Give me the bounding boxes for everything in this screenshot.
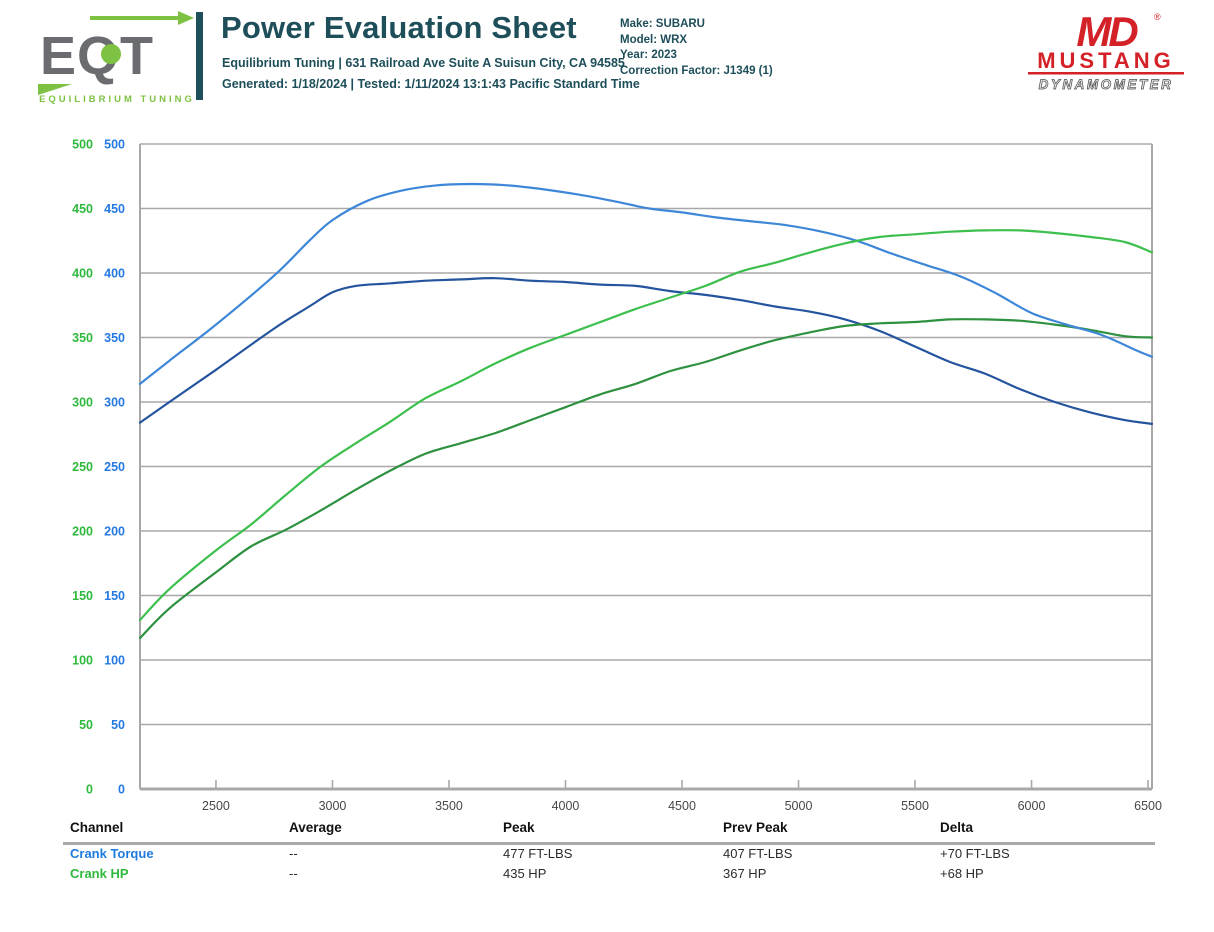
y-label-hp-0: 0	[86, 783, 93, 797]
mustang-dynamometer-logo: MD ® MUSTANG DYNAMOMETER	[1028, 8, 1184, 92]
dyno-chart: 0 0 50 50 100 100 150 150 200 200 250 250 300 300 350 3…	[60, 138, 1164, 828]
y-label-torque-200: 200	[104, 525, 125, 539]
md-name: MUSTANG	[1037, 48, 1175, 73]
x-label-3000: 3000	[319, 799, 347, 813]
eqt-tagline: EQUILIBRIUM TUNING	[39, 94, 195, 105]
table-row: Crank HP -- 435 HP 367 HP +68 HP	[0, 866, 1214, 884]
curve-crank-hp-prev-run	[138, 318, 1154, 640]
table-row: Crank Torque -- 477 FT-LBS 407 FT-LBS +7…	[0, 846, 1214, 864]
x-label-5000: 5000	[785, 799, 813, 813]
summary-table-header: Channel Average Peak Prev Peak Delta	[0, 820, 1214, 838]
curve-crank-hp	[138, 229, 1154, 622]
col-header-average: Average	[289, 820, 342, 835]
y-label-torque-400: 400	[104, 267, 125, 281]
torque-prev-peak: 407 FT-LBS	[723, 846, 793, 861]
md-registered-mark: ®	[1154, 12, 1161, 22]
vehicle-model: Model: WRX	[620, 33, 688, 46]
x-label-5500: 5500	[901, 799, 929, 813]
torque-delta: +70 FT-LBS	[940, 846, 1010, 861]
y-label-hp-150: 150	[72, 589, 93, 603]
y-label-hp-250: 250	[72, 460, 93, 474]
generated-tested-line: Generated: 1/18/2024 | Tested: 1/11/2024…	[222, 77, 640, 91]
torque-peak: 477 FT-LBS	[503, 846, 573, 861]
eqt-arrowhead-icon	[178, 11, 194, 25]
curve-crank-torque	[138, 182, 1154, 385]
header-divider-bar	[196, 12, 203, 100]
hp-delta: +68 HP	[940, 866, 984, 881]
col-header-prevpeak: Prev Peak	[723, 820, 788, 835]
md-sub-name: DYNAMOMETER	[1039, 77, 1174, 92]
x-label-4500: 4500	[668, 799, 696, 813]
y-label-hp-350: 350	[72, 331, 93, 345]
vehicle-make: Make: SUBARU	[620, 18, 705, 30]
eqt-dot-icon	[101, 44, 121, 64]
y-label-hp-500: 500	[72, 138, 93, 152]
shop-address-line: Equilibrium Tuning | 631 Railroad Ave Su…	[222, 56, 625, 70]
y-label-hp-300: 300	[72, 396, 93, 410]
y-label-torque-50: 50	[111, 718, 125, 732]
md-underline	[1028, 72, 1184, 75]
summary-table: Channel Average Peak Prev Peak Delta Cra…	[0, 818, 1214, 898]
y-label-torque-450: 450	[104, 202, 125, 216]
y-label-torque-500: 500	[104, 138, 125, 152]
x-label-2500: 2500	[202, 799, 230, 813]
vehicle-info: Make: SUBARU Model: WRX Year: 2023 Corre…	[620, 17, 773, 79]
y-label-torque-0: 0	[118, 783, 125, 797]
col-header-channel: Channel	[70, 820, 124, 835]
hp-peak: 435 HP	[503, 866, 547, 881]
y-label-hp-100: 100	[72, 654, 93, 668]
y-label-torque-250: 250	[104, 460, 125, 474]
channel-crank-torque: Crank Torque	[70, 846, 154, 861]
x-label-3500: 3500	[435, 799, 463, 813]
page-title: Power Evaluation Sheet	[221, 10, 577, 45]
y-label-torque-100: 100	[104, 654, 125, 668]
x-label-4000: 4000	[552, 799, 580, 813]
eqt-logo: EQT EQUILIBRIUM TUNING	[38, 11, 195, 105]
channel-crank-hp: Crank HP	[70, 866, 129, 881]
curve-crank-torque-prev-run	[138, 277, 1154, 425]
eqt-wedge-icon	[38, 84, 72, 95]
vehicle-year: Year: 2023	[620, 49, 677, 61]
y-label-hp-400: 400	[72, 267, 93, 281]
eqt-monogram: EQT	[40, 26, 154, 86]
x-label-6500: 6500	[1134, 799, 1162, 813]
correction-factor: Correction Factor: J1349 (1)	[620, 64, 773, 77]
hp-average: --	[289, 866, 298, 881]
torque-average: --	[289, 846, 298, 861]
hp-prev-peak: 367 HP	[723, 866, 767, 881]
y-label-hp-450: 450	[72, 202, 93, 216]
table-header-rule	[63, 842, 1155, 845]
y-label-torque-350: 350	[104, 331, 125, 345]
dyno-chart-svg: 0 0 50 50 100 100 150 150 200 200 250 250 300 300 350 3…	[72, 138, 1162, 814]
y-label-torque-150: 150	[104, 589, 125, 603]
y-label-hp-200: 200	[72, 525, 93, 539]
x-label-6000: 6000	[1018, 799, 1046, 813]
col-header-peak: Peak	[503, 820, 535, 835]
y-label-torque-300: 300	[104, 396, 125, 410]
md-monogram: MD	[1076, 8, 1138, 55]
y-label-hp-50: 50	[79, 718, 93, 732]
col-header-delta: Delta	[940, 820, 974, 835]
